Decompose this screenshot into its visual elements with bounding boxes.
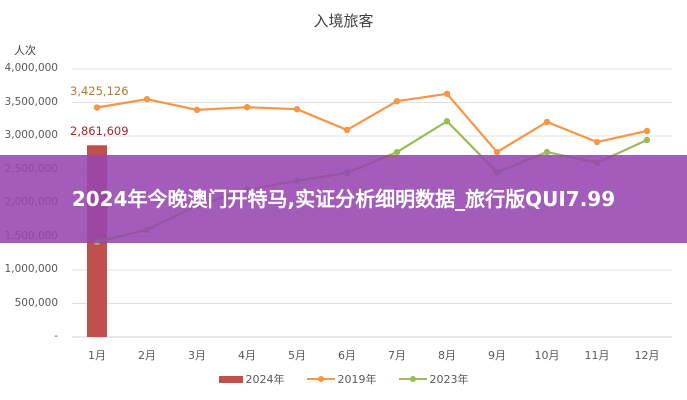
x-tick-label: 5月 — [288, 349, 306, 362]
x-tick-label: 1月 — [88, 349, 106, 362]
y-axis-unit: 人次 — [14, 44, 36, 57]
legend-item-2023: 2023年 — [398, 371, 469, 387]
x-tick-label: 4月 — [238, 349, 256, 362]
y-tick-label: - — [54, 330, 58, 342]
x-tick-label: 9月 — [488, 349, 506, 362]
legend-label: 2019年 — [337, 373, 377, 386]
legend-label: 2023年 — [429, 373, 469, 386]
line-marker-icon — [398, 374, 427, 384]
legend-item-2024: 2024年 — [218, 371, 285, 387]
data-label-2019-jan: 3,425,126 — [70, 84, 129, 98]
legend: 2024年 2019年 2023年 — [0, 371, 687, 387]
x-tick-label: 2月 — [138, 349, 156, 362]
line-marker-icon — [306, 374, 335, 384]
y-tick-label: 500,000 — [14, 296, 58, 309]
y-tick-label: 4,000,000 — [4, 62, 58, 74]
overlay-banner: 2024年今晚澳门开特马,实证分析细明数据_旅行版QUI7.99 — [0, 155, 687, 243]
y-tick-label: 1,000,000 — [4, 263, 58, 275]
x-tick-label: 11月 — [584, 349, 610, 362]
data-label-2024-jan: 2,861,609 — [70, 124, 129, 138]
x-tick-label: 6月 — [338, 349, 356, 362]
legend-item-2019: 2019年 — [306, 371, 377, 387]
x-tick-label: 3月 — [188, 349, 206, 362]
x-tick-label: 12月 — [634, 349, 660, 362]
chart-title: 入境旅客 — [313, 12, 374, 30]
legend-label: 2024年 — [245, 373, 285, 386]
y-tick-label: 3,500,000 — [4, 95, 58, 108]
y-tick-label: 3,000,000 — [4, 129, 58, 141]
bar-swatch-icon — [218, 375, 243, 383]
banner-title: 2024年今晚澳门开特马,实证分析细明数据_旅行版QUI7.99 — [71, 187, 616, 211]
x-tick-label: 8月 — [438, 349, 456, 362]
x-tick-label: 7月 — [388, 349, 406, 362]
x-tick-label: 10月 — [534, 349, 560, 362]
